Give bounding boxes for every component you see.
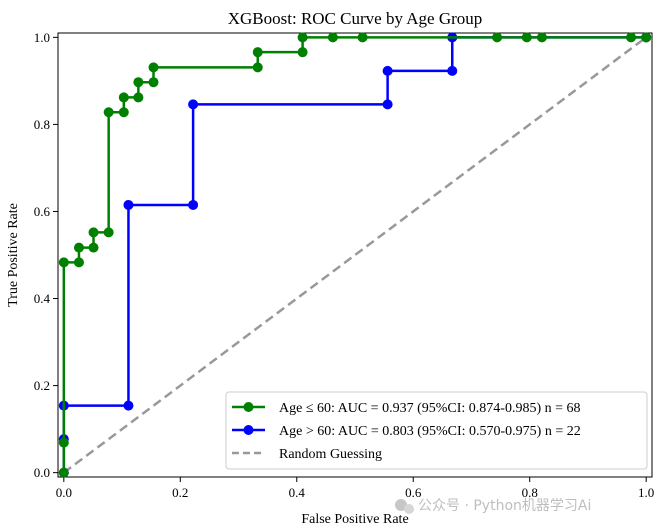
data-point [148, 77, 159, 88]
data-point [118, 92, 129, 103]
x-tick-label: 0.4 [289, 485, 306, 500]
data-point [382, 99, 393, 110]
data-point [103, 227, 114, 238]
watermark-text: 公众号 · Python机器学习Ai [418, 498, 591, 514]
data-point [58, 257, 69, 268]
data-point [58, 467, 69, 478]
legend-label: Random Guessing [279, 447, 382, 462]
y-tick-label: 0.6 [34, 204, 51, 219]
legend-frame [225, 391, 648, 470]
watermark: 公众号 · Python机器学习Ai [395, 498, 591, 514]
data-point [297, 32, 308, 43]
legend-entry-age-gt-60: Age > 60: AUC = 0.803 (95%CI: 0.570-0.97… [232, 424, 581, 439]
data-point [357, 32, 368, 43]
data-point [382, 65, 393, 76]
y-tick-label: 0.2 [34, 378, 50, 393]
data-point [103, 107, 114, 118]
data-point [123, 199, 134, 210]
x-tick-label: 0.6 [405, 485, 422, 500]
data-point [252, 62, 263, 73]
legend-swatch-marker [243, 425, 254, 435]
data-point [88, 242, 99, 253]
data-point [133, 77, 144, 88]
data-point [327, 32, 338, 43]
data-point [118, 107, 129, 118]
y-axis-label: True Positive Rate [6, 203, 21, 307]
y-tick-label: 1.0 [34, 30, 50, 45]
y-axis: 0.0 0.2 0.4 0.6 0.8 1.0 [34, 30, 58, 480]
chart-title: XGBoost: ROC Curve by Age Group [228, 9, 483, 28]
x-tick-label: 0.8 [522, 485, 538, 500]
legend-label: Age ≤ 60: AUC = 0.937 (95%CI: 0.874-0.98… [279, 401, 581, 416]
series-line-2 [63, 36, 647, 474]
wechat-icon [395, 499, 407, 511]
data-point [626, 32, 637, 43]
data-point [123, 400, 134, 411]
series-layer [58, 32, 652, 478]
x-tick-label: 0.0 [56, 485, 72, 500]
data-point [447, 65, 458, 76]
legend-entry-random-guessing: Random Guessing [232, 447, 382, 462]
legend-label: Age > 60: AUC = 0.803 (95%CI: 0.570-0.97… [279, 424, 581, 439]
y-tick-label: 0.8 [34, 117, 50, 132]
data-point [641, 32, 652, 43]
data-point [188, 199, 199, 210]
legend-swatch-marker [243, 402, 254, 412]
data-point [252, 47, 263, 58]
x-axis: 0.0 0.2 0.4 0.6 0.8 1.0 [56, 477, 654, 500]
data-point [188, 99, 199, 110]
data-point [521, 32, 532, 43]
y-tick-label: 0.4 [34, 291, 51, 306]
data-point [536, 32, 547, 43]
data-point [133, 92, 144, 103]
wechat-icon-secondary [404, 504, 414, 514]
data-point [492, 32, 503, 43]
x-axis-label: False Positive Rate [301, 512, 408, 527]
data-point [73, 242, 84, 253]
y-tick-label: 0.0 [34, 465, 50, 480]
data-point [58, 437, 69, 448]
data-point [73, 257, 84, 268]
data-point [88, 227, 99, 238]
data-point [297, 47, 308, 58]
x-tick-label: 0.2 [172, 485, 188, 500]
legend: Age ≤ 60: AUC = 0.937 (95%CI: 0.874-0.98… [225, 391, 648, 470]
legend-entry-age-le-60: Age ≤ 60: AUC = 0.937 (95%CI: 0.874-0.98… [232, 401, 581, 416]
data-point [148, 62, 159, 73]
x-tick-label: 1.0 [638, 485, 654, 500]
